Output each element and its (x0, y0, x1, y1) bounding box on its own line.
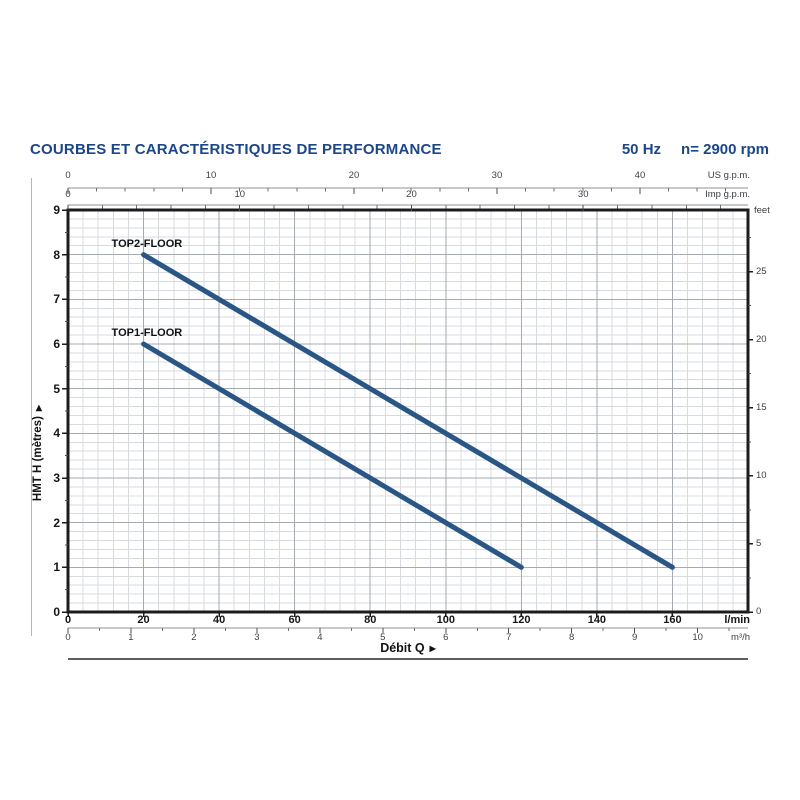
hmt-tick-label: 1 (53, 560, 60, 575)
arrow-right-icon: ▶ (429, 644, 436, 653)
imp-gpm-tick-label: 0 (65, 189, 71, 200)
m3h-axis-unit: m³/h (731, 632, 750, 643)
lmin-tick-label: 120 (512, 614, 531, 626)
m3h-tick-label: 3 (254, 632, 260, 643)
us-gpm-axis-unit: US g.p.m. (707, 170, 750, 181)
us-gpm-tick-label: 10 (205, 170, 217, 181)
curve-top2-floor (141, 252, 675, 570)
m3h-tick-label: 5 (380, 632, 386, 643)
hmt-tick-label: 7 (53, 292, 60, 307)
operating-conditions: 50 Hz n= 2900 rpm (622, 141, 769, 158)
feet-tick-label: 5 (756, 537, 762, 549)
lmin-tick-label: 0 (64, 614, 72, 626)
m3h-tick-label: 4 (317, 632, 323, 643)
frequency-value: 50 Hz (621, 141, 662, 158)
m3h-tick-label: 2 (191, 632, 197, 643)
hmt-tick-label: 9 (53, 203, 60, 217)
lmin-tick-label: 60 (288, 614, 301, 626)
feet-tick-label: 20 (756, 333, 767, 345)
arrow-up-icon: ▶ (34, 404, 43, 412)
lmin-tick-label: 40 (212, 614, 226, 626)
feet-axis-unit: feet (754, 205, 770, 216)
feet-tick-label: 25 (756, 265, 767, 277)
lmin-tick-label: 20 (137, 614, 150, 626)
series-label-top2-floor: TOP2-FLOOR (111, 237, 183, 250)
imp-gpm-axis-unit: Imp g.p.m. (705, 189, 750, 200)
lmin-tick-label: 140 (587, 614, 607, 626)
m3h-tick-label: 0 (65, 632, 71, 643)
speed-value: n= 2900 rpm (681, 141, 769, 158)
lmin-axis-unit: l/min (724, 614, 750, 626)
lmin-tick-label: 100 (436, 614, 455, 626)
us-gpm-tick-label: 0 (65, 170, 71, 181)
left-page-rule (31, 178, 32, 636)
us-gpm-tick-label: 20 (348, 170, 360, 181)
us-gpm-tick-label: 30 (491, 170, 503, 181)
m3h-tick-label: 6 (443, 632, 449, 643)
series-label-top1-floor: TOP1-FLOOR (111, 327, 183, 339)
feet-tick-label: 15 (756, 401, 767, 413)
imp-gpm-tick-label: 30 (577, 189, 589, 200)
m3h-tick-label: 1 (128, 632, 134, 643)
lmin-tick-label: 80 (364, 614, 377, 626)
x-axis-title-text: Débit Q (380, 641, 425, 655)
feet-tick-label: 10 (756, 469, 767, 481)
hmt-tick-label: 4 (53, 426, 60, 441)
y-axis-title: HMT H (mètres)▶ (32, 343, 44, 563)
m3h-tick-label: 7 (506, 632, 512, 643)
us-gpm-tick-label: 40 (634, 170, 646, 181)
imp-gpm-tick-label: 20 (406, 189, 417, 200)
m3h-tick-label: 10 (692, 632, 703, 643)
hmt-tick-label: 0 (53, 605, 60, 619)
hmt-tick-label: 3 (53, 471, 60, 485)
curve-top1-floor (141, 341, 524, 570)
m3h-tick-label: 8 (569, 632, 575, 643)
hmt-tick-label: 5 (53, 381, 60, 396)
page-title: COURBES ET CARACTÉRISTIQUES DE PERFORMAN… (30, 141, 442, 158)
imp-gpm-tick-label: 10 (234, 189, 246, 200)
hmt-tick-label: 2 (53, 515, 60, 530)
bottom-page-rule (68, 658, 748, 660)
hmt-tick-label: 6 (53, 337, 60, 351)
x-axis-title: Débit Q ▶ (380, 641, 436, 655)
hmt-tick-label: 8 (53, 247, 60, 262)
lmin-tick-label: 160 (663, 614, 682, 626)
feet-tick-label: 0 (756, 606, 762, 617)
m3h-tick-label: 9 (632, 632, 638, 643)
